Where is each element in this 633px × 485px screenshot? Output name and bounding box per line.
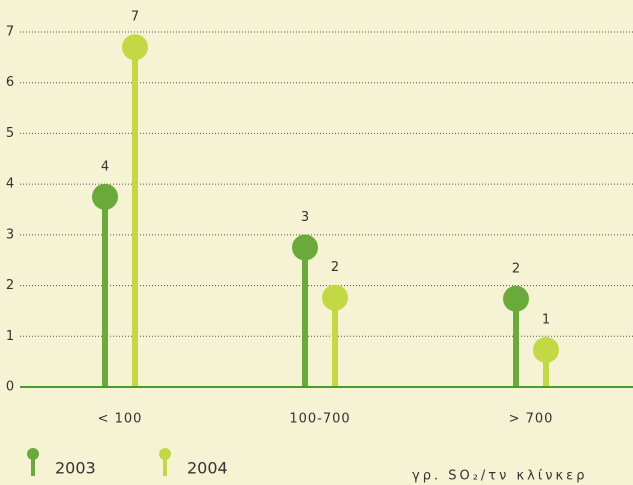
ball xyxy=(322,284,348,311)
y-tick-label: 4 xyxy=(6,177,14,192)
y-tick-label: 6 xyxy=(6,75,14,90)
y-tick-label: 7 xyxy=(6,25,14,40)
x-tick-label: 100-700 xyxy=(289,412,350,427)
legend-ball xyxy=(159,448,171,460)
legend-ball xyxy=(27,448,39,460)
ball xyxy=(503,285,529,312)
data-label: 1 xyxy=(542,312,550,327)
ball xyxy=(92,183,118,210)
ball xyxy=(122,34,148,61)
unit-note: γρ. SO₂/τν κλίνκερ xyxy=(412,469,587,484)
y-tick-label: 2 xyxy=(6,278,14,293)
y-tick-label: 0 xyxy=(6,380,14,395)
legend-label: 2003 xyxy=(55,459,96,478)
y-tick-label: 5 xyxy=(6,126,14,141)
legend-label: 2004 xyxy=(187,459,228,478)
ball xyxy=(292,234,318,261)
x-tick-label: < 100 xyxy=(98,412,143,427)
ball xyxy=(533,336,559,363)
data-label: 2 xyxy=(512,261,520,276)
data-label: 3 xyxy=(301,210,309,225)
data-label: 7 xyxy=(131,10,139,25)
data-label: 2 xyxy=(331,260,339,275)
y-tick-label: 1 xyxy=(6,329,14,344)
y-tick-label: 3 xyxy=(6,227,14,242)
x-tick-label: > 700 xyxy=(509,412,554,427)
data-label: 4 xyxy=(101,159,109,174)
